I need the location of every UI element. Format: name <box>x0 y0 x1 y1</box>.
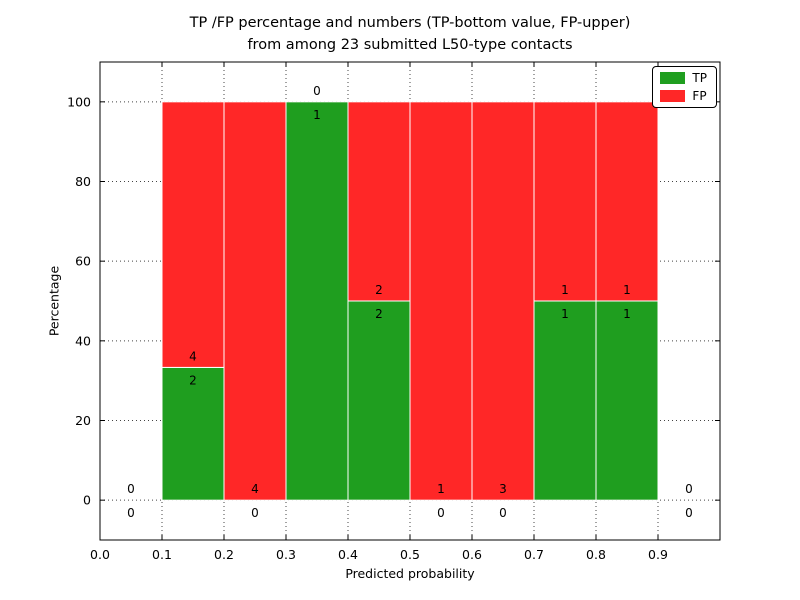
tp-bar-segment <box>595 300 659 501</box>
x-tick-label: 0.7 <box>524 547 544 562</box>
x-tick-label: 0.9 <box>648 547 668 562</box>
fp-bar-segment <box>533 101 597 302</box>
axes-spines <box>99 61 721 541</box>
tp-count-label: 2 <box>375 307 383 321</box>
fp-count-label: 1 <box>437 482 445 496</box>
tp-bar-segment <box>285 101 349 501</box>
fp-count-label: 0 <box>685 482 693 496</box>
fp-count-label: 0 <box>127 482 135 496</box>
y-tick-label: 0 <box>83 493 91 508</box>
legend-label-tp: TP <box>692 71 707 85</box>
x-tick-label: 0.0 <box>90 547 110 562</box>
x-tick-label: 0.3 <box>276 547 296 562</box>
fp-bar-segment <box>223 101 287 501</box>
fp-count-label: 4 <box>189 349 197 363</box>
fp-bar-segment <box>471 101 535 501</box>
x-tick-label: 0.4 <box>338 547 358 562</box>
fp-bar-segment <box>161 101 225 368</box>
chart-title-line-1: TP /FP percentage and numbers (TP-bottom… <box>189 15 631 31</box>
y-tick-label: 40 <box>75 333 91 348</box>
tp-count-label: 1 <box>623 307 631 321</box>
x-tick-label: 0.6 <box>462 547 482 562</box>
fp-count-label: 1 <box>561 283 569 297</box>
fp-count-label: 4 <box>251 482 259 496</box>
y-axis-label: Percentage <box>46 265 62 337</box>
fp-count-label: 0 <box>313 84 321 98</box>
x-tick-label: 0.1 <box>152 547 172 562</box>
tp-count-label: 1 <box>313 108 321 122</box>
legend-entry-tp: TP <box>660 72 707 84</box>
y-tick-label: 80 <box>75 174 91 189</box>
y-tick-label: 100 <box>67 94 91 109</box>
tp-bar-segment <box>161 366 225 501</box>
y-tick-label: 60 <box>75 254 91 269</box>
x-tick-label: 0.2 <box>214 547 234 562</box>
x-axis-label: Predicted probability <box>345 566 475 581</box>
fp-count-label: 2 <box>375 283 383 297</box>
tp-count-label: 0 <box>437 506 445 520</box>
chart-title: TP /FP percentage and numbers (TP-bottom… <box>100 12 720 56</box>
y-tick-label: 20 <box>75 413 91 428</box>
x-tick-label: 0.5 <box>400 547 420 562</box>
tp-count-label: 0 <box>251 506 259 520</box>
tp-bar-segment <box>533 300 597 501</box>
fp-count-label: 1 <box>623 283 631 297</box>
tp-count-label: 0 <box>127 506 135 520</box>
fp-bar-segment <box>347 101 411 302</box>
legend: TP FP <box>652 66 717 108</box>
chart-title-line-2: from among 23 submitted L50-type contact… <box>247 37 573 53</box>
tp-count-label: 1 <box>561 307 569 321</box>
fp-count-label: 3 <box>499 482 507 496</box>
x-tick-label: 0.8 <box>586 547 606 562</box>
tp-count-label: 2 <box>189 373 197 387</box>
tp-count-label: 0 <box>499 506 507 520</box>
tp-color-swatch <box>660 72 686 84</box>
legend-label-fp: FP <box>692 89 707 103</box>
tp-bar-segment <box>347 300 411 501</box>
legend-entry-fp: FP <box>660 90 707 102</box>
tp-count-label: 0 <box>685 506 693 520</box>
fp-bar-segment <box>409 101 473 501</box>
fp-color-swatch <box>660 90 686 102</box>
fp-bar-segment <box>595 101 659 302</box>
